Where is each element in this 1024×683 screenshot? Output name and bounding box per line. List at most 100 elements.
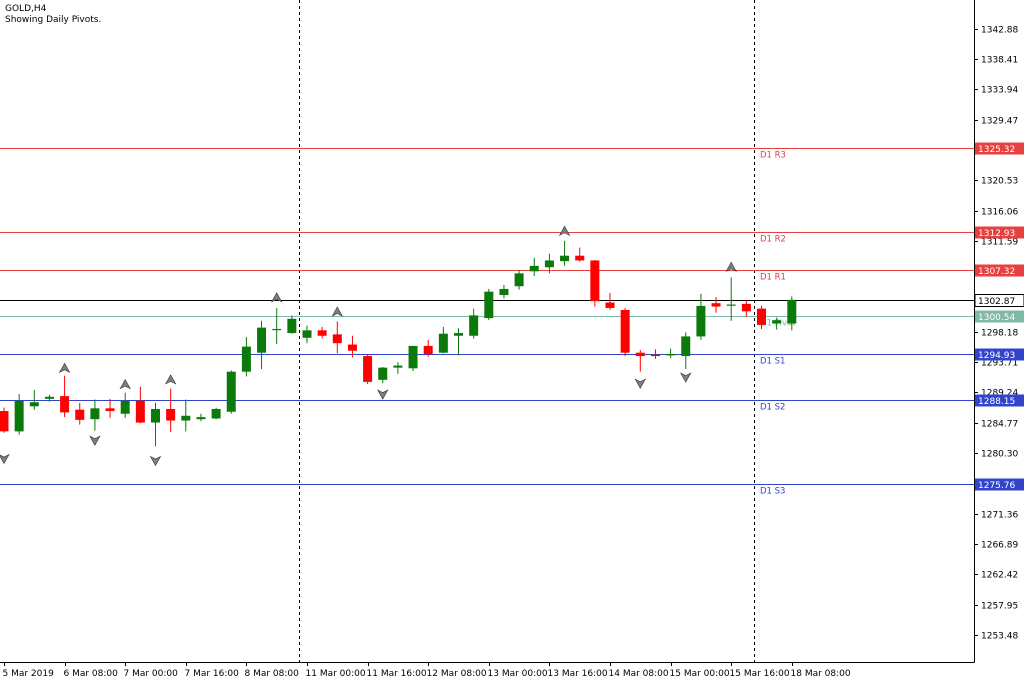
- x-tick-label: 5 Mar 2019: [3, 669, 55, 679]
- candle-body: [181, 415, 191, 421]
- x-tick-label: 14 Mar 08:00: [609, 669, 669, 679]
- pivot-price-tag: [975, 142, 1024, 155]
- candle-body: [741, 303, 751, 312]
- candle-body: [120, 400, 130, 414]
- y-tick-label: 1316.06: [981, 208, 1018, 218]
- pivot-price-label: 1300.54: [978, 313, 1015, 323]
- fractal-down-icon: [89, 435, 101, 446]
- candle-body: [514, 273, 524, 287]
- y-tick-label: 1320.53: [981, 177, 1018, 187]
- fractal-up-icon: [58, 362, 71, 374]
- y-tick-label: 1257.95: [981, 602, 1018, 612]
- fractal-up-icon: [164, 374, 177, 385]
- x-tick-label: 15 Mar 00:00: [670, 669, 730, 679]
- y-tick-label: 1329.47: [981, 117, 1018, 127]
- x-tick-label: 11 Mar 00:00: [306, 669, 366, 679]
- candle-body: [711, 303, 721, 307]
- y-tick-label: 1333.94: [981, 86, 1018, 96]
- candle-body: [14, 400, 24, 432]
- fractal-up-icon: [725, 261, 737, 272]
- pivot-price-tag: [975, 348, 1024, 361]
- pivot-price-tag: [975, 264, 1024, 277]
- candle-body: [135, 400, 145, 423]
- candle-body: [302, 330, 312, 338]
- x-tick-label: 11 Mar 16:00: [367, 669, 427, 679]
- candle-body: [257, 327, 267, 353]
- y-tick-label: 1338.41: [981, 56, 1018, 66]
- fractal-up-icon: [270, 292, 283, 303]
- candle-body: [438, 333, 448, 353]
- pivot-price-tag: [975, 226, 1024, 239]
- candle-body: [650, 354, 660, 357]
- candle-body: [393, 365, 403, 368]
- pivot-price-label: 1294.93: [978, 351, 1015, 361]
- y-tick-label: 1311.59: [981, 238, 1018, 248]
- candle-body: [772, 320, 782, 324]
- y-tick-label: 1298.18: [981, 329, 1018, 339]
- candle-body: [90, 408, 100, 420]
- fractal-up-icon: [331, 306, 344, 317]
- candle-body: [635, 352, 645, 357]
- x-tick-label: 18 Mar 08:00: [791, 669, 851, 679]
- candle-body: [166, 409, 176, 421]
- pivot-label: D1 R2: [760, 235, 786, 245]
- candle-body: [560, 255, 570, 262]
- pivot-label: D1 R3: [760, 151, 786, 161]
- candle-body: [241, 346, 251, 372]
- x-tick-label: 7 Mar 16:00: [185, 669, 240, 679]
- candle-body: [423, 345, 433, 355]
- fractal-up-icon: [558, 225, 571, 236]
- pivot-label: D1 S3: [760, 487, 785, 497]
- candle-body: [787, 299, 797, 324]
- y-tick-label: 1293.71: [981, 359, 1018, 369]
- candle-body: [529, 265, 539, 272]
- y-tick-label: 1262.42: [981, 571, 1018, 581]
- pivot-price-label: 1325.32: [978, 145, 1015, 155]
- y-tick-label: 1266.89: [981, 541, 1018, 551]
- candle-body: [484, 291, 494, 319]
- y-tick-label: 1280.30: [981, 450, 1018, 460]
- pivot-price-label: 1275.76: [978, 481, 1015, 491]
- fractal-down-icon: [0, 453, 10, 465]
- fractal-down-icon: [377, 389, 389, 400]
- candle-body: [454, 333, 463, 336]
- current-price-label: 1302.87: [978, 297, 1015, 307]
- pivot-label: D1 S2: [760, 403, 785, 413]
- candle-body: [408, 345, 418, 369]
- pivot-label: D1 R1: [760, 273, 786, 283]
- candle-body: [544, 260, 554, 268]
- candle-body: [0, 411, 9, 432]
- candle-body: [287, 318, 297, 334]
- candle-body: [726, 304, 736, 306]
- x-tick-label: 7 Mar 00:00: [124, 669, 179, 679]
- candle-body: [696, 305, 706, 337]
- candle-body: [378, 367, 388, 380]
- candle-body: [363, 356, 373, 382]
- pivot-price-label: 1312.93: [978, 229, 1015, 239]
- candle-body: [469, 315, 479, 336]
- candle-body: [60, 396, 70, 413]
- fractal-down-icon: [680, 372, 692, 383]
- fractal-down-icon: [149, 455, 162, 467]
- x-tick-label: 12 Mar 08:00: [427, 669, 487, 679]
- candle-body: [681, 336, 691, 357]
- candle-body: [620, 309, 630, 353]
- x-tick-label: 6 Mar 08:00: [64, 669, 119, 679]
- candle-body: [317, 330, 327, 336]
- candle-body: [666, 354, 676, 356]
- x-tick-label: 15 Mar 16:00: [730, 669, 790, 679]
- fractal-down-icon: [634, 378, 647, 389]
- y-tick-label: 1284.77: [981, 420, 1018, 430]
- candle-body: [590, 260, 600, 302]
- candle-body: [44, 396, 54, 399]
- y-tick-label: 1271.36: [981, 511, 1018, 521]
- pivot-price-tag: [975, 478, 1024, 491]
- current-price-tag: [974, 294, 1024, 307]
- candle-body: [272, 328, 282, 331]
- pivot-label: D1 S1: [760, 357, 785, 367]
- fractal-up-icon: [119, 378, 131, 390]
- y-tick-label: 1342.88: [981, 26, 1018, 36]
- candle-body: [332, 334, 342, 344]
- chart-symbol-label: GOLD,H4: [5, 4, 47, 14]
